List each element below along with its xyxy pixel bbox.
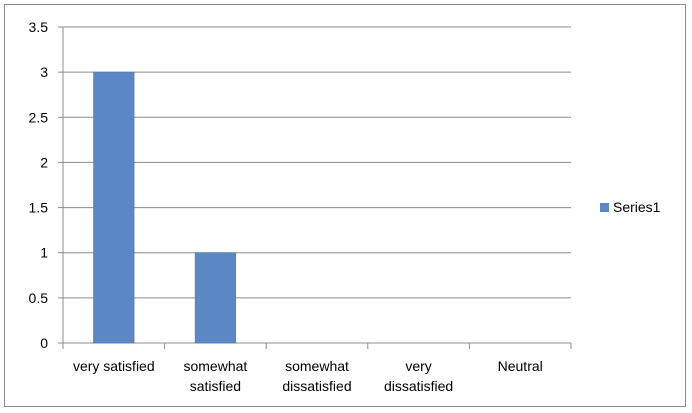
legend-label: Series1 xyxy=(613,199,661,215)
x-category-label: very xyxy=(405,358,431,374)
y-tick-label: 3 xyxy=(40,64,48,80)
legend-swatch xyxy=(600,203,609,212)
x-category-label: somewhat xyxy=(183,358,247,374)
bar xyxy=(93,71,135,344)
bar-chart: 0 0.5 1 1.5 2 2.5 3 3.5 very satisfied somewhat sa… xyxy=(29,19,661,394)
y-tick-label: 2.5 xyxy=(29,109,49,125)
y-tick-label: 0 xyxy=(40,335,48,351)
x-category-label: somewhat xyxy=(285,358,349,374)
y-tick-label: 1.5 xyxy=(29,200,49,216)
x-category-label: Neutral xyxy=(498,358,543,374)
x-category-label: very satisfied xyxy=(73,358,155,374)
bar xyxy=(194,252,236,344)
x-category-label: satisfied xyxy=(190,378,241,394)
x-category-label: dissatisfied xyxy=(384,378,453,394)
y-tick-label: 0.5 xyxy=(29,290,49,306)
y-tick-label: 2 xyxy=(40,154,48,170)
y-tick-label: 3.5 xyxy=(29,19,49,35)
y-tick-label: 1 xyxy=(40,245,48,261)
chart-frame: 0 0.5 1 1.5 2 2.5 3 3.5 very satisfied somewhat sa… xyxy=(4,4,686,407)
x-category-label: dissatisfied xyxy=(282,378,351,394)
